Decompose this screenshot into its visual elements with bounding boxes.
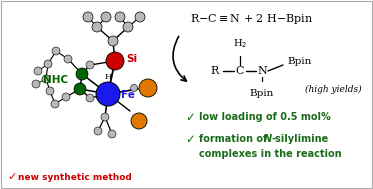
Circle shape — [74, 83, 86, 95]
Circle shape — [42, 75, 50, 83]
Circle shape — [94, 127, 102, 135]
Text: Bpin: Bpin — [287, 57, 311, 66]
Text: formation of: formation of — [199, 134, 271, 144]
Text: C: C — [236, 66, 244, 76]
FancyArrowPatch shape — [173, 36, 186, 81]
Circle shape — [131, 84, 138, 91]
Circle shape — [51, 100, 59, 108]
Circle shape — [52, 47, 60, 55]
Text: low loading of 0.5 mol%: low loading of 0.5 mol% — [199, 112, 331, 122]
Circle shape — [62, 93, 70, 101]
Text: NHC: NHC — [43, 75, 68, 85]
Circle shape — [108, 36, 118, 46]
Circle shape — [108, 130, 116, 138]
Text: ✓: ✓ — [185, 132, 195, 146]
Text: complexes in the reaction: complexes in the reaction — [199, 149, 342, 159]
Circle shape — [76, 68, 88, 80]
Text: new synthetic method: new synthetic method — [18, 173, 132, 181]
Text: ✓: ✓ — [7, 172, 16, 182]
Circle shape — [96, 82, 120, 106]
Text: Si: Si — [126, 54, 137, 64]
Circle shape — [92, 22, 102, 32]
Circle shape — [44, 60, 52, 68]
Text: R$-$C$\equiv$N + 2 H$-$Bpin: R$-$C$\equiv$N + 2 H$-$Bpin — [190, 12, 313, 26]
Circle shape — [131, 113, 147, 129]
Text: R: R — [211, 66, 219, 76]
Circle shape — [101, 12, 111, 22]
Circle shape — [86, 94, 94, 102]
Circle shape — [139, 79, 157, 97]
Text: ✓: ✓ — [185, 111, 195, 123]
Text: N: N — [264, 134, 272, 144]
Circle shape — [101, 113, 109, 121]
Circle shape — [34, 67, 42, 75]
Circle shape — [106, 52, 124, 70]
Circle shape — [83, 12, 93, 22]
Circle shape — [64, 55, 72, 63]
Circle shape — [32, 80, 40, 88]
Circle shape — [123, 22, 133, 32]
Text: Fe: Fe — [121, 90, 135, 100]
Text: Bpin: Bpin — [250, 89, 274, 98]
Text: -silylimine: -silylimine — [271, 134, 328, 144]
Circle shape — [115, 12, 125, 22]
Text: N: N — [257, 66, 267, 76]
Text: H: H — [104, 73, 112, 81]
Circle shape — [86, 61, 94, 69]
Text: H$_2$: H$_2$ — [233, 37, 247, 50]
Text: (high yields): (high yields) — [305, 84, 362, 94]
Circle shape — [135, 12, 145, 22]
Circle shape — [46, 87, 54, 95]
